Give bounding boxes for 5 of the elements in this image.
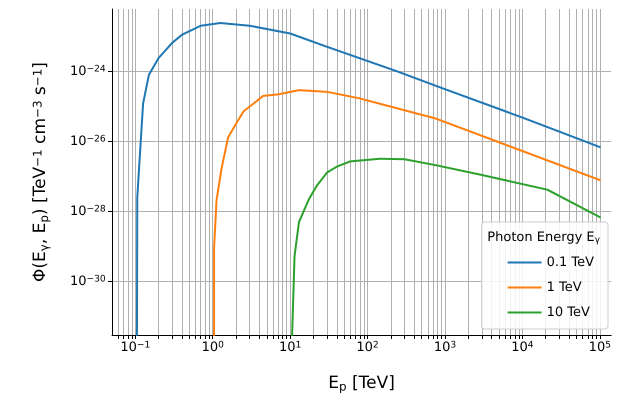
legend-label: 10 TeV (546, 305, 590, 320)
legend-label: 0.1 TeV (546, 255, 594, 270)
text: Φ(Eγ, Ep) [TeV−1 cm−3 s−1] (30, 62, 51, 282)
legend-label: 1 TeV (546, 280, 582, 295)
legend-title: Photon Energy Eγ (487, 230, 601, 246)
